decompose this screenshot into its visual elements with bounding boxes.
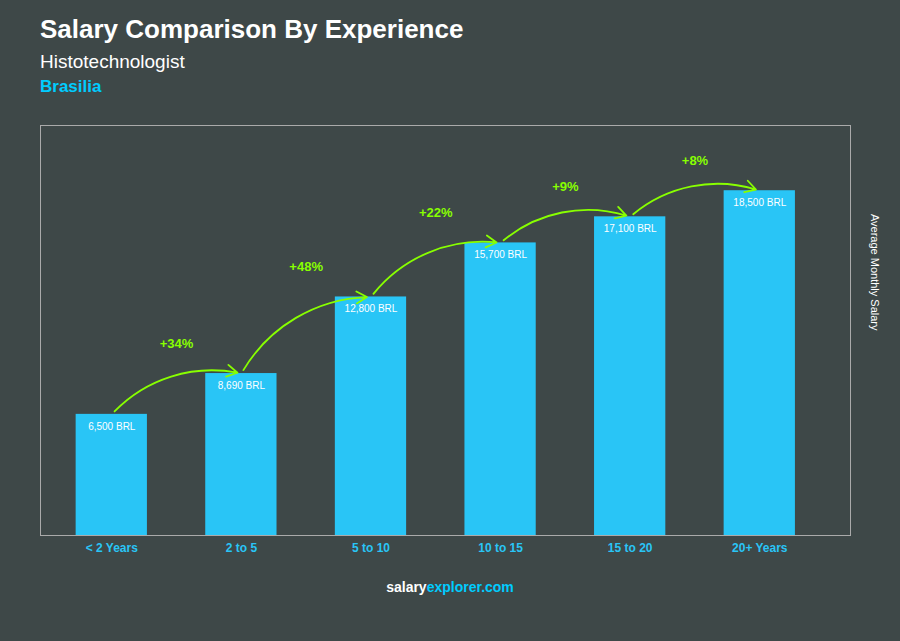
html-text:salary explorer.com: salary explorer.com: [386, 579, 514, 595]
svg-text:15,700 BRL: 15,700 BRL: [474, 249, 527, 260]
svg-text:+48%: +48%: [289, 259, 323, 274]
svg-text:6,500 BRL: 6,500 BRL: [88, 421, 136, 432]
html-text:Brasilia: Brasilia: [40, 77, 102, 96]
svg-text:2 to 5: 2 to 5: [226, 541, 258, 555]
html-text:Histotechnologist: Histotechnologist: [40, 51, 185, 72]
svg-text:Average Monthly Salary: Average Monthly Salary: [869, 214, 881, 331]
svg-text:+34%: +34%: [160, 336, 194, 351]
svg-text:< 2 Years: < 2 Years: [86, 541, 138, 555]
html-text:Salary Comparison By Experienc: Salary Comparison By Experience: [40, 14, 464, 44]
svg-text:20+ Years: 20+ Years: [732, 541, 788, 555]
svg-text:18,500 BRL: 18,500 BRL: [733, 197, 786, 208]
svg-text:10 to 15: 10 to 15: [478, 541, 523, 555]
svg-text:17,100 BRL: 17,100 BRL: [604, 223, 657, 234]
svg-text:+9%: +9%: [552, 179, 579, 194]
svg-text:15 to 20: 15 to 20: [608, 541, 653, 555]
svg-text:8,690 BRL: 8,690 BRL: [218, 380, 266, 391]
svg-text:5 to 10: 5 to 10: [352, 541, 390, 555]
svg-text:+8%: +8%: [682, 153, 709, 168]
svg-text:+22%: +22%: [419, 205, 453, 220]
svg-text:12,800 BRL: 12,800 BRL: [345, 303, 398, 314]
